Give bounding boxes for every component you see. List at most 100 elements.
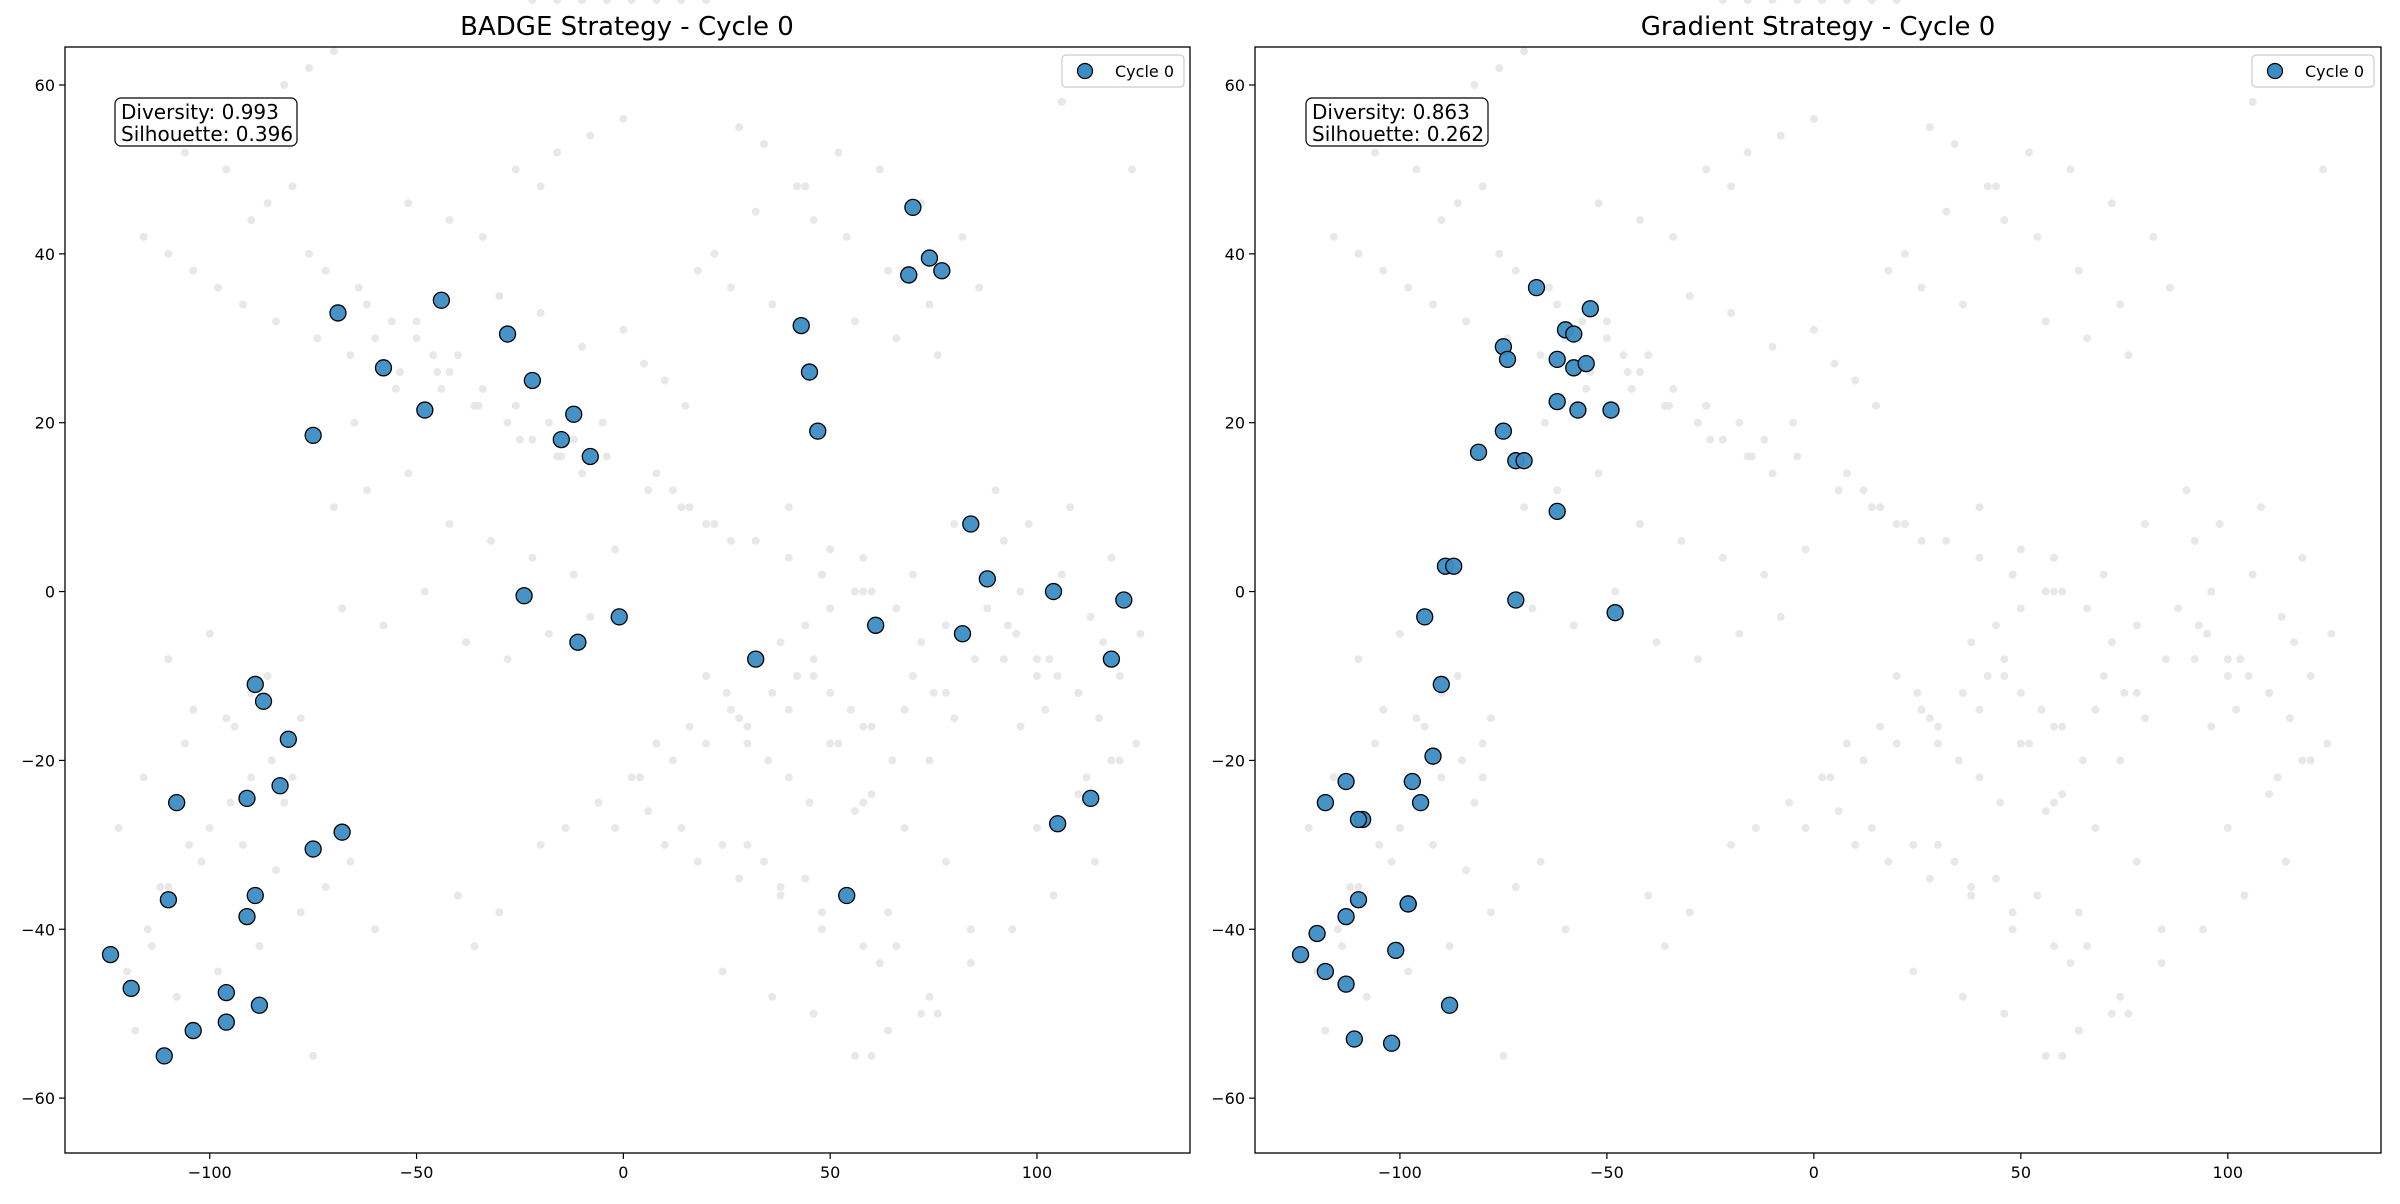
background-point <box>222 165 231 174</box>
background-point <box>2174 604 2183 613</box>
y-axis-ticks: −60 −40 −20 0 20 40 60 <box>21 76 65 1108</box>
background-point <box>1818 773 1827 782</box>
background-point <box>1569 621 1578 630</box>
background-point <box>1660 942 1669 951</box>
y-tick-label: 0 <box>45 583 55 602</box>
background-point <box>888 756 897 765</box>
background-point <box>2256 503 2265 512</box>
data-point <box>217 1013 235 1031</box>
data-point <box>250 996 269 1014</box>
background-point <box>2000 216 2009 225</box>
background-point <box>1992 621 2001 630</box>
background-point <box>1760 570 1769 579</box>
data-point <box>122 979 140 998</box>
background-point <box>1842 739 1851 748</box>
background-point <box>1499 1051 1508 1060</box>
background-point <box>445 216 454 225</box>
background-point <box>586 612 595 621</box>
data-point <box>159 891 178 909</box>
background-point <box>1917 283 1926 292</box>
background-point <box>1371 148 1380 157</box>
y-axis-ticks: −60 −40 −20 0 20 40 60 <box>1211 76 1255 1108</box>
background-point <box>751 207 760 216</box>
background-point <box>1136 629 1145 638</box>
background-point <box>1925 714 1934 723</box>
background-point <box>1892 671 1901 680</box>
data-point <box>101 945 120 964</box>
background-point <box>1486 714 1495 723</box>
background-point <box>1809 325 1818 334</box>
background-point <box>1892 0 1901 4</box>
background-point <box>305 64 314 73</box>
background-point <box>1032 655 1041 664</box>
background-point <box>884 1026 893 1035</box>
background-point <box>2265 790 2274 799</box>
stats-box-frame <box>1305 97 1489 147</box>
background-point <box>511 165 520 174</box>
background-point <box>1095 714 1104 723</box>
background-point <box>470 401 479 410</box>
background-point <box>2107 638 2116 647</box>
background-point <box>1412 714 1421 723</box>
background-point <box>354 283 363 292</box>
data-point <box>1411 793 1430 812</box>
silhouette-label: Silhouette: 0.396 <box>121 122 293 146</box>
background-point <box>619 114 628 123</box>
data-point <box>1337 975 1355 993</box>
data-point <box>246 886 264 905</box>
background-point <box>892 334 901 343</box>
data-point <box>1602 401 1620 419</box>
data-point <box>374 359 393 377</box>
data-point <box>1291 945 1310 964</box>
background-point <box>1925 123 1934 132</box>
data-point <box>920 249 939 267</box>
background-point <box>2041 587 2050 596</box>
selected-points <box>101 198 1133 1065</box>
background-point <box>2120 688 2129 697</box>
background-point <box>1462 317 1471 326</box>
background-point <box>1768 342 1777 351</box>
background-point <box>1942 536 1951 545</box>
background-point <box>143 925 152 934</box>
data-point <box>1349 891 1368 909</box>
background-point <box>1561 925 1570 934</box>
background-point <box>2000 671 2009 680</box>
background-point <box>2298 756 2307 765</box>
y-tick-label: −60 <box>21 1089 55 1108</box>
background-point <box>396 368 405 377</box>
background-point <box>1793 452 1802 461</box>
background-point <box>2265 688 2274 697</box>
background-point <box>255 942 264 951</box>
background-point <box>1627 384 1636 393</box>
background-point <box>2078 756 2087 765</box>
background-point <box>677 0 686 4</box>
background-point <box>950 714 959 723</box>
data-point <box>1416 608 1434 626</box>
background-point <box>2008 570 2017 579</box>
data-point <box>581 447 599 466</box>
background-point <box>412 317 421 326</box>
background-point <box>1718 0 1727 4</box>
background-point <box>288 182 297 191</box>
background-point <box>1834 807 1843 816</box>
background-point <box>561 823 570 832</box>
background-point <box>759 140 768 149</box>
background-point <box>702 671 711 680</box>
background-point <box>1540 418 1549 427</box>
data-point <box>238 907 256 926</box>
x-axis-ticks: −100 −50 0 50 100 <box>188 1153 1052 1182</box>
background-point <box>702 739 711 748</box>
data-point <box>1102 650 1121 668</box>
background-point <box>2161 655 2170 664</box>
data-point <box>552 430 570 449</box>
background-point <box>743 840 752 849</box>
background-point <box>925 300 934 309</box>
background-point <box>1511 266 1520 275</box>
background-point <box>2277 612 2286 621</box>
data-point <box>515 587 533 605</box>
background-point <box>1445 942 1454 951</box>
background-point <box>2306 671 2315 680</box>
background-point <box>478 232 487 241</box>
background-point <box>2240 891 2249 900</box>
